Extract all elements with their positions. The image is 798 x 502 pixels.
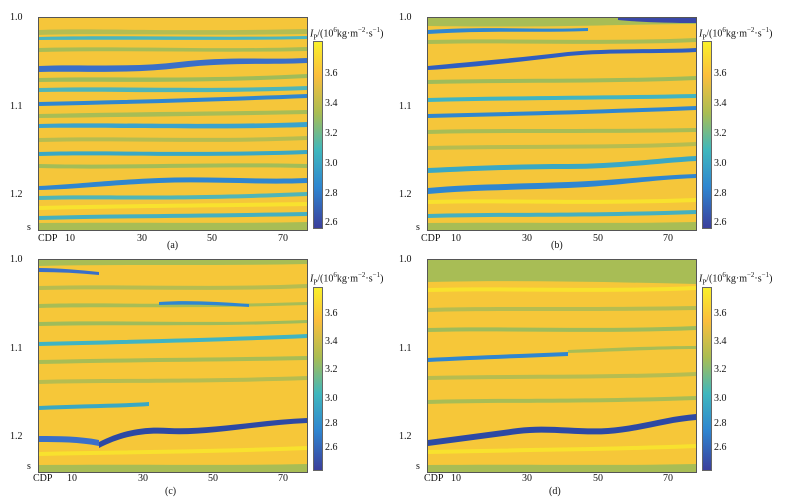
colorbar-tick: 2.6 bbox=[325, 442, 338, 453]
x-tick-10: 10 bbox=[451, 233, 461, 244]
panel-a: 1.0 1.1 1.2 s CDP 10 30 50 70 (a) IP/(10… bbox=[0, 0, 399, 251]
x-prefix: CDP bbox=[33, 473, 53, 484]
y-unit: s bbox=[27, 461, 31, 472]
impedance-image-d bbox=[428, 260, 696, 472]
x-tick-10: 10 bbox=[451, 473, 461, 484]
colorbar-title: IP/(106kg·m−2·s−1) bbox=[310, 26, 384, 42]
x-tick-10: 10 bbox=[65, 233, 75, 244]
colorbar-tick: 3.4 bbox=[325, 98, 338, 109]
y-unit: s bbox=[27, 222, 31, 233]
panel-d: 1.0 1.1 1.2 s CDP 10 30 50 70 (d) IP/(10… bbox=[389, 242, 788, 497]
colorbar-title: IP/(106kg·m−2·s−1) bbox=[310, 271, 384, 287]
colorbar bbox=[313, 287, 323, 471]
colorbar-tick: 2.6 bbox=[325, 217, 338, 228]
panel-caption: (c) bbox=[165, 486, 177, 497]
y-tick-1-2: 1.2 bbox=[399, 431, 412, 442]
y-tick-1-2: 1.2 bbox=[399, 189, 412, 200]
colorbar-tick: 3.2 bbox=[325, 364, 338, 375]
colorbar-tick: 2.6 bbox=[714, 217, 727, 228]
colorbar-tick: 3.6 bbox=[714, 308, 727, 319]
x-tick-30: 30 bbox=[522, 233, 532, 244]
x-tick-70: 70 bbox=[663, 233, 673, 244]
colorbar bbox=[702, 287, 712, 471]
x-tick-50: 50 bbox=[593, 473, 603, 484]
colorbar-tick: 3.0 bbox=[325, 158, 338, 169]
y-unit: s bbox=[416, 461, 420, 472]
impedance-section-c bbox=[38, 259, 308, 473]
y-tick-1-1: 1.1 bbox=[10, 101, 23, 112]
y-tick-1-1: 1.1 bbox=[10, 343, 23, 354]
colorbar-tick: 2.6 bbox=[714, 442, 727, 453]
impedance-image-c bbox=[39, 260, 307, 472]
colorbar-tick: 3.0 bbox=[714, 158, 727, 169]
x-prefix: CDP bbox=[424, 473, 444, 484]
x-tick-70: 70 bbox=[278, 233, 288, 244]
colorbar-title: IP/(106kg·m−2·s−1) bbox=[699, 26, 773, 42]
x-tick-30: 30 bbox=[522, 473, 532, 484]
panel-caption: (d) bbox=[549, 486, 561, 497]
y-tick-1-0: 1.0 bbox=[10, 12, 23, 23]
x-prefix: CDP bbox=[421, 233, 441, 244]
impedance-section-b bbox=[427, 17, 697, 231]
colorbar-tick: 3.6 bbox=[325, 68, 338, 79]
x-tick-70: 70 bbox=[663, 473, 673, 484]
colorbar-tick: 3.4 bbox=[714, 98, 727, 109]
y-tick-1-0: 1.0 bbox=[399, 12, 412, 23]
colorbar-tick: 3.2 bbox=[325, 128, 338, 139]
y-tick-1-1: 1.1 bbox=[399, 343, 412, 354]
colorbar-tick: 2.8 bbox=[325, 418, 338, 429]
x-tick-30: 30 bbox=[138, 473, 148, 484]
y-tick-1-2: 1.2 bbox=[10, 189, 23, 200]
x-tick-70: 70 bbox=[278, 473, 288, 484]
colorbar bbox=[702, 41, 712, 229]
impedance-section-a bbox=[38, 17, 308, 231]
y-tick-1-2: 1.2 bbox=[10, 431, 23, 442]
colorbar-tick: 3.2 bbox=[714, 364, 727, 375]
y-tick-1-1: 1.1 bbox=[399, 101, 412, 112]
panel-c: 1.0 1.1 1.2 s CDP 10 30 50 70 (c) IP/(10… bbox=[0, 242, 399, 497]
colorbar-tick: 3.0 bbox=[325, 393, 338, 404]
y-tick-1-0: 1.0 bbox=[399, 254, 412, 265]
x-tick-50: 50 bbox=[208, 473, 218, 484]
colorbar-tick: 2.8 bbox=[714, 418, 727, 429]
colorbar-tick: 3.6 bbox=[325, 308, 338, 319]
y-tick-1-0: 1.0 bbox=[10, 254, 23, 265]
panel-b: 1.0 1.1 1.2 s CDP 10 30 50 70 (b) IP/(10… bbox=[389, 0, 788, 251]
x-tick-50: 50 bbox=[593, 233, 603, 244]
y-unit: s bbox=[416, 222, 420, 233]
x-prefix: CDP bbox=[38, 233, 58, 244]
x-tick-30: 30 bbox=[137, 233, 147, 244]
x-tick-50: 50 bbox=[207, 233, 217, 244]
colorbar-tick: 2.8 bbox=[325, 188, 338, 199]
colorbar-tick: 3.4 bbox=[714, 336, 727, 347]
panel-caption: (a) bbox=[167, 240, 179, 251]
colorbar-tick: 3.4 bbox=[325, 336, 338, 347]
impedance-image-b bbox=[428, 18, 696, 230]
impedance-section-d bbox=[427, 259, 697, 473]
colorbar bbox=[313, 41, 323, 229]
colorbar-tick: 3.2 bbox=[714, 128, 727, 139]
colorbar-title: IP/(106kg·m−2·s−1) bbox=[699, 271, 773, 287]
colorbar-tick: 2.8 bbox=[714, 188, 727, 199]
colorbar-tick: 3.6 bbox=[714, 68, 727, 79]
colorbar-tick: 3.0 bbox=[714, 393, 727, 404]
x-tick-10: 10 bbox=[67, 473, 77, 484]
panel-caption: (b) bbox=[551, 240, 563, 251]
impedance-image-a bbox=[39, 18, 307, 230]
